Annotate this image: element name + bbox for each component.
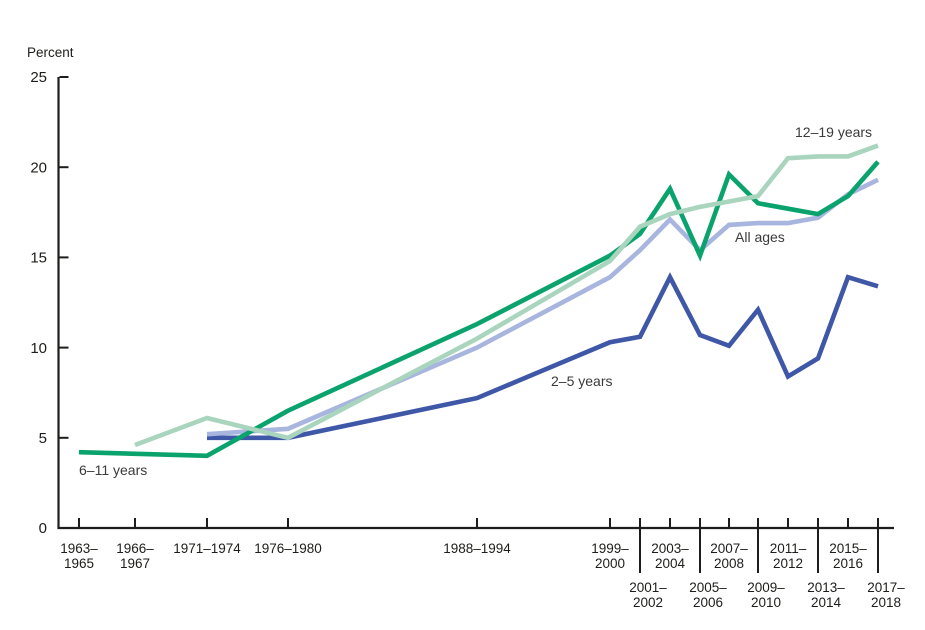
x-tick-label: 1966–: [116, 541, 154, 556]
x-tick-label: 2009–: [747, 580, 785, 595]
y-tick-label: 5: [39, 430, 47, 447]
x-tick-label: 1976–1980: [254, 541, 322, 556]
y-tick-label: 25: [30, 69, 47, 86]
x-tick-label: 2000: [595, 556, 625, 571]
y-tick-label: 0: [39, 520, 47, 537]
x-tick-label: 2011–: [770, 541, 807, 556]
x-tick-label: 1971–1974: [173, 541, 241, 556]
y-axis-title: Percent: [27, 45, 74, 60]
series-label-6-11-years: 6–11 years: [79, 462, 147, 478]
x-tick-label: 2002: [633, 595, 663, 610]
x-tick-label: 2005–: [689, 580, 727, 595]
y-tick-label: 10: [30, 340, 47, 357]
x-tick-label: 2010: [751, 595, 781, 610]
series-label-all-ages: All ages: [735, 229, 785, 245]
x-tick-label: 2007–: [710, 541, 748, 556]
x-tick-label: 1965: [64, 556, 94, 571]
x-tick-label: 2012: [773, 556, 803, 571]
x-tick-label: 2016: [833, 556, 863, 571]
series-line-6-11-years: [78, 160, 880, 459]
x-tick-label: 2014: [811, 595, 842, 610]
x-tick-label: 2015–: [829, 541, 867, 556]
x-tick-label: 1999–: [591, 541, 629, 556]
y-tick-label: 15: [30, 250, 47, 267]
x-tick-label: 2017–: [867, 580, 905, 595]
x-tick-label: 1963–: [60, 541, 98, 556]
series-line-all-ages: [206, 177, 880, 437]
x-tick-label: 2003–: [651, 541, 689, 556]
x-tick-label: 2008: [714, 556, 744, 571]
x-tick-label: 2006: [693, 595, 723, 610]
series-line-12-19-years: [134, 143, 879, 448]
series-line-2-5-years: [207, 272, 879, 441]
x-tick-label: 2013–: [807, 580, 845, 595]
x-tick-label: 2004: [655, 556, 686, 571]
y-tick-label: 20: [30, 159, 47, 176]
x-tick-label: 2001–: [629, 580, 667, 595]
x-tick-label: 2018: [871, 595, 901, 610]
x-tick-label: 1988–1994: [443, 541, 511, 556]
x-tick-label: 1967: [120, 556, 150, 571]
series-label-12-19-years: 12–19 years: [795, 124, 872, 140]
series-label-2-5-years: 2–5 years: [551, 373, 612, 389]
